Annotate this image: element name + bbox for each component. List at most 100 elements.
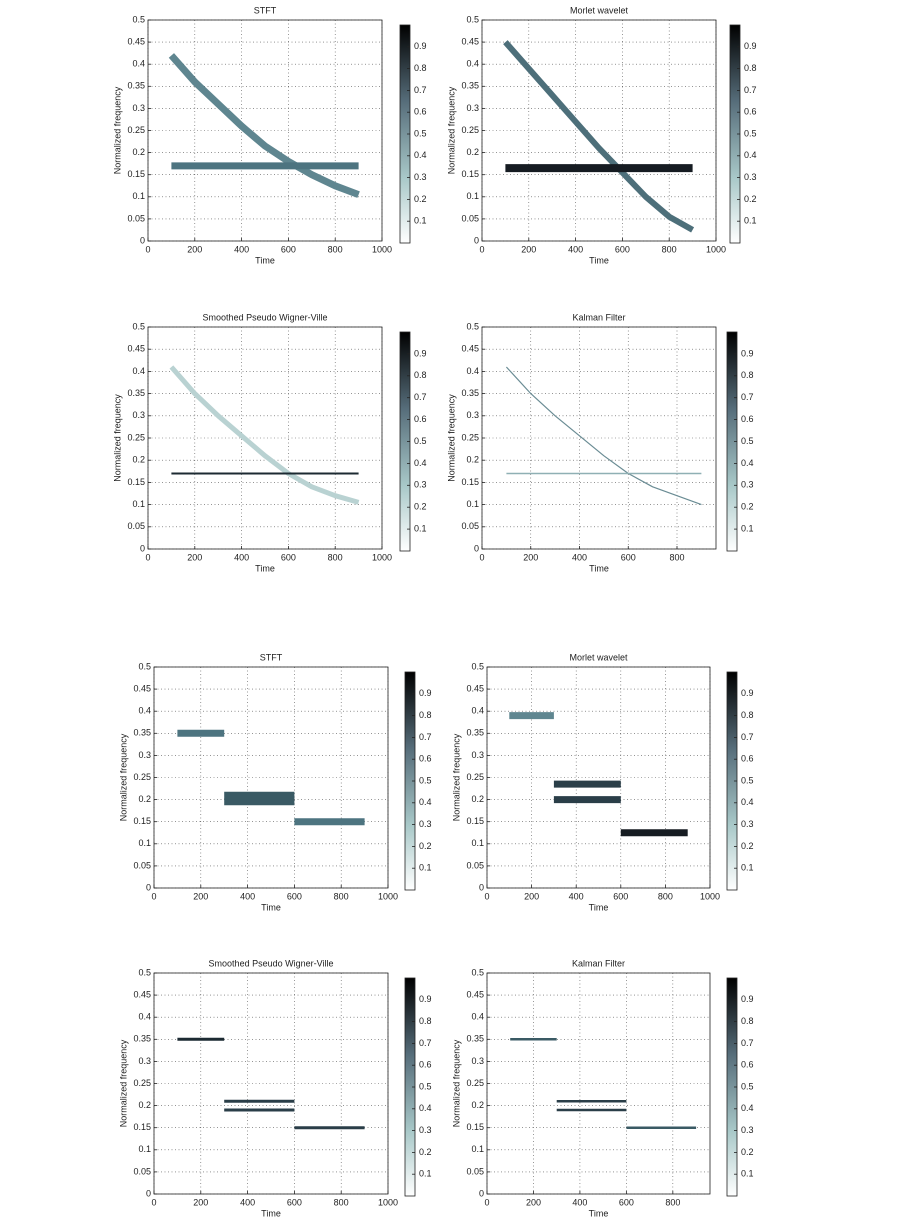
y-tick-label: 0.45 [461,36,479,46]
y-tick-label: 0 [479,1188,484,1198]
colorbar-tick-label: 0.6 [741,1060,754,1070]
y-tick-label: 0.2 [471,1100,484,1110]
chart-title: Morlet wavelet [569,652,628,662]
x-axis-label: Time [255,563,275,573]
colorbar-tick-label: 0.5 [741,436,754,446]
y-axis-label: Normalized frequency [451,733,461,821]
plot-frame [147,19,383,242]
y-tick-label: 0 [146,1188,151,1198]
plot-frame [481,19,717,242]
x-tick-label: 1000 [378,891,398,901]
y-tick-label: 0.3 [138,750,151,760]
y-tick-label: 0.35 [127,81,145,91]
x-axis-label: Time [255,255,275,265]
y-tick-label: 0.25 [127,125,145,135]
colorbar-tick-label: 0.5 [414,128,427,138]
colorbar-tick-label: 0.8 [419,710,432,720]
colorbar-tick-label: 0.4 [741,458,754,468]
subplot: 0 0.05 0.1 0.15 0.2 0.25 0.3 0.35 0.4 0.45 0.5 0 200… [451,958,753,1218]
y-tick-label: 0.4 [138,1012,151,1022]
y-tick-label: 0.25 [133,772,151,782]
y-tick-label: 0.2 [466,147,479,157]
colorbar-tick-label: 0.3 [741,480,754,490]
y-tick-label: 0.5 [132,321,145,331]
subplot: 0 0.05 0.1 0.15 0.2 0.25 0.3 0.35 0.4 0.45 0.5 0 200… [451,652,753,912]
y-tick-label: 0.05 [127,213,145,223]
colorbar-tick-label: 0.6 [419,754,432,764]
plot-frame [147,326,383,550]
y-axis-label: Normalized frequency [446,86,456,174]
x-tick-label: 400 [572,1197,587,1207]
x-tick-label: 200 [187,244,202,254]
x-tick-label: 800 [658,891,673,901]
y-tick-label: 0.45 [133,989,151,999]
y-tick-label: 0.25 [461,125,479,135]
x-tick-label: 0 [145,552,150,562]
colorbar-tick-label: 0.6 [741,754,754,764]
x-tick-label: 1000 [378,1197,398,1207]
colorbar-tick-label: 0.5 [419,1081,432,1091]
y-tick-label: 0.35 [127,388,145,398]
colorbar-tick-label: 0.7 [419,1038,432,1048]
colorbar-tick-label: 0.8 [741,1016,754,1026]
y-tick-label: 0.05 [466,860,484,870]
colorbar-tick-label: 0.3 [741,1125,754,1135]
y-tick-label: 0.35 [133,728,151,738]
x-tick-label: 400 [234,552,249,562]
chart-title: Kalman Filter [572,312,625,322]
x-tick-label: 600 [619,1197,634,1207]
y-tick-label: 0.15 [133,816,151,826]
y-axis-label: Normalized frequency [118,733,128,821]
plot-frame [481,326,717,550]
x-tick-label: 400 [240,891,255,901]
y-tick-label: 0 [474,235,479,245]
colorbar-tick-label: 0.2 [414,194,427,204]
y-tick-label: 0.4 [138,706,151,716]
x-tick-label: 800 [662,244,677,254]
x-tick-label: 800 [669,552,684,562]
x-axis-label: Time [589,255,609,265]
ridge-line [503,40,695,233]
y-axis-label: Normalized frequency [112,86,122,174]
y-tick-label: 0.35 [133,1034,151,1044]
y-tick-label: 0.45 [461,344,479,354]
colorbar-tick-label: 0.1 [744,216,757,226]
colorbar-tick-label: 0.9 [414,348,427,358]
colorbar-tick-label: 0.2 [414,502,427,512]
colorbar-tick-label: 0.4 [744,150,757,160]
x-tick-label: 200 [526,1197,541,1207]
colorbar-tick-label: 0.7 [744,85,757,95]
x-axis-label: Time [261,902,281,912]
ridge-line [505,366,702,506]
colorbar-tick-label: 0.4 [414,458,427,468]
y-axis-label: Normalized frequency [446,394,456,482]
subplot: 0 0.05 0.1 0.15 0.2 0.25 0.3 0.35 0.4 0.45 0.5 0 200… [446,5,756,265]
colorbar-tick-label: 0.3 [741,819,754,829]
x-tick-label: 800 [665,1197,680,1207]
chart-title: Smoothed Pseudo Wigner-Ville [203,312,328,322]
colorbar-tick-label: 0.6 [419,1060,432,1070]
x-tick-label: 1000 [372,244,392,254]
colorbar-tick-label: 0.6 [741,414,754,424]
y-axis-label: Normalized frequency [451,1039,461,1127]
colorbar-tick-label: 0.2 [744,194,757,204]
y-tick-label: 0.35 [466,728,484,738]
x-tick-label: 600 [287,1197,302,1207]
ridge-line [169,365,360,505]
y-tick-label: 0.45 [133,683,151,693]
y-tick-label: 0.15 [461,477,479,487]
colorbar-tick-label: 0.4 [741,1103,754,1113]
y-tick-label: 0.4 [466,366,479,376]
y-tick-label: 0.1 [466,499,479,509]
colorbar-tick-label: 0.1 [419,863,432,873]
y-tick-label: 0.1 [132,191,145,201]
y-tick-label: 0.5 [138,967,151,977]
y-tick-label: 0.05 [466,1166,484,1176]
y-tick-label: 0.2 [132,147,145,157]
colorbar-tick-label: 0.9 [414,41,427,51]
colorbar-tick-label: 0.4 [419,1103,432,1113]
colorbar-tick-label: 0.9 [419,688,432,698]
colorbar-tick-label: 0.7 [741,732,754,742]
colorbar-tick-label: 0.9 [741,994,754,1004]
